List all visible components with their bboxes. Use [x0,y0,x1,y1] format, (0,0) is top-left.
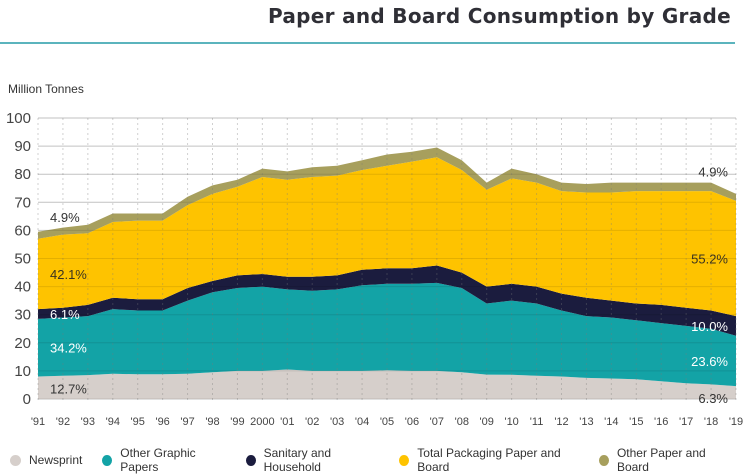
x-tick-label: '07 [430,416,444,428]
area-other-graphic-papers [38,282,736,387]
end-pct-label: 6.3% [698,391,728,406]
x-tick-label: 2000 [250,416,274,428]
x-tick-label: '99 [230,416,244,428]
x-tick-label: '95 [131,416,145,428]
x-axis-ticks: '91 '92 '93 '94 '95 '96 '97 '98 '99 2000 '01 '02 '03… [31,416,743,428]
legend-item-other-graphic-papers[interactable]: Other Graphic Papers [102,446,225,474]
legend-label: Other Paper and Board [616,446,706,474]
legend-item-other-paper-board[interactable]: Other Paper and Board [599,446,729,474]
end-pct-label: 55.2% [691,252,728,267]
y-axis-units-label: Million Tonnes [8,82,84,96]
end-pct-label: 23.6% [691,354,728,369]
legend-item-newsprint[interactable]: Newsprint [10,453,82,467]
title-divider [0,42,735,44]
legend: Newsprint Other Graphic Papers Sanitary … [10,446,749,474]
y-tick-label: 70 [14,194,31,211]
x-tick-label: '97 [180,416,194,428]
start-pct-label: 4.9% [50,210,80,225]
x-tick-label: '12 [554,416,568,428]
x-tick-label: '15 [629,416,643,428]
x-tick-label: '10 [504,416,518,428]
chart-title: Paper and Board Consumption by Grade [267,4,731,28]
x-tick-label: '13 [579,416,593,428]
y-tick-label: 100 [6,110,31,127]
legend-swatch-icon [102,454,113,466]
end-pct-label: 4.9% [698,165,728,180]
legend-label: Sanitary and Household [263,446,331,474]
x-tick-label: '04 [355,416,369,428]
vertical-grid-lines [37,117,737,403]
x-tick-label: '06 [405,416,419,428]
x-tick-label: '92 [56,416,70,428]
x-tick-label: '93 [81,416,95,428]
x-tick-label: '19 [729,416,743,428]
legend-swatch-icon [10,454,21,466]
percentage-annotations: 12.7% 6.3% 34.2% 23.6% 6.1% 10.0% 42.1% 55.2% 4.… [50,165,728,406]
x-tick-label: '02 [305,416,319,428]
area-series [38,147,736,399]
x-tick-label: '11 [530,416,544,428]
x-tick-label: '18 [704,416,718,428]
x-tick-label: '94 [106,416,120,428]
x-tick-label: '17 [679,416,693,428]
y-tick-label: 10 [14,363,31,380]
legend-label: Total Packaging Paper and Board [417,446,561,474]
y-tick-label: 0 [23,391,31,408]
x-tick-label: '91 [31,416,45,428]
x-tick-label: '98 [205,416,219,428]
x-tick-label: '16 [654,416,668,428]
y-tick-label: 60 [14,222,31,239]
area-other-paper-and-board [38,147,736,239]
x-tick-label: '14 [604,416,618,428]
x-tick-label: '96 [155,416,169,428]
y-tick-label: 30 [14,307,31,324]
x-tick-label: '09 [480,416,494,428]
start-pct-label: 12.7% [50,382,87,397]
area-newsprint [38,369,736,399]
area-total-packaging-paper-and-board [38,157,736,317]
start-pct-label: 34.2% [50,341,87,356]
y-tick-label: 20 [14,335,31,352]
legend-item-total-packaging[interactable]: Total Packaging Paper and Board [399,446,579,474]
y-tick-label: 40 [14,279,31,296]
legend-swatch-icon [245,454,256,466]
end-pct-label: 10.0% [691,319,728,334]
area-sanitary-and-household [38,265,736,336]
y-tick-label: 80 [14,166,31,183]
x-tick-label: '01 [280,416,294,428]
start-pct-label: 42.1% [50,267,87,282]
y-tick-label: 50 [14,251,31,268]
start-pct-label: 6.1% [50,307,80,322]
legend-label: Newsprint [29,453,83,467]
legend-swatch-icon [399,454,410,466]
x-tick-label: '08 [455,416,469,428]
y-axis-ticks: 0 10 20 30 40 50 60 70 80 90 100 [6,110,31,408]
legend-swatch-icon [599,454,609,466]
x-tick-label: '03 [330,416,344,428]
y-tick-label: 90 [14,138,31,155]
legend-label: Other Graphic Papers [120,446,196,474]
x-tick-label: '05 [380,416,394,428]
legend-item-sanitary-household[interactable]: Sanitary and Household [245,446,380,474]
